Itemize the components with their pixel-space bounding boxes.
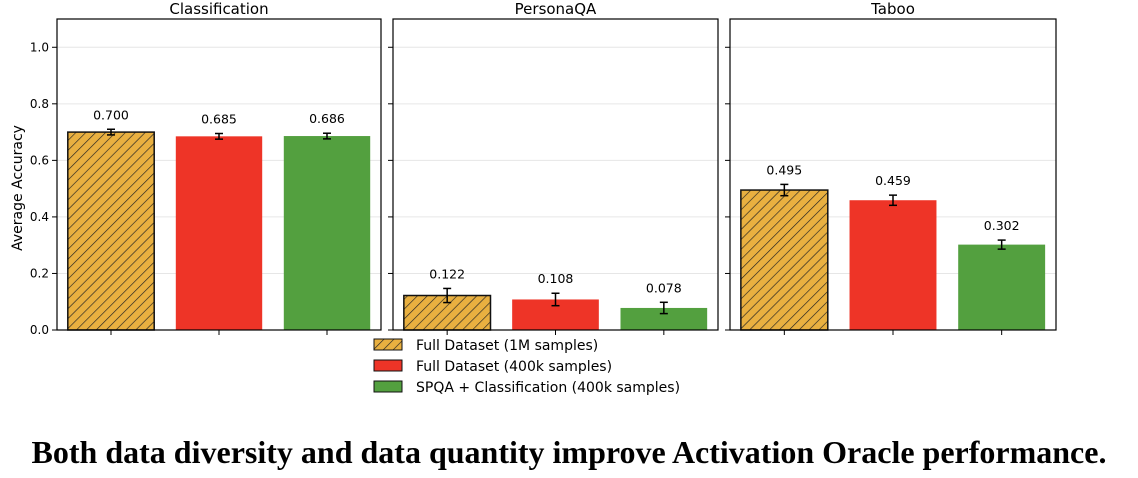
data-label: 0.078 xyxy=(646,280,682,295)
y-tick-label: 0.4 xyxy=(30,210,49,224)
panel-title: Classification xyxy=(169,0,268,18)
error-bar xyxy=(323,132,331,140)
data-label: 0.459 xyxy=(875,173,911,188)
bar xyxy=(740,189,829,331)
error-bar xyxy=(889,194,897,207)
panel-frame xyxy=(56,18,382,331)
panel-frame xyxy=(729,18,1057,331)
y-tick-label: 0.8 xyxy=(30,97,49,111)
bar xyxy=(958,244,1046,330)
error-bar xyxy=(551,292,560,307)
legend-label: SPQA + Classification (400k samples) xyxy=(416,380,680,396)
data-label: 0.108 xyxy=(538,271,574,286)
bar xyxy=(283,136,371,330)
error-bar xyxy=(780,183,789,197)
legend: Full Dataset (1M samples) Full Dataset (4… xyxy=(373,338,680,396)
panel-title: Taboo xyxy=(870,0,915,18)
error-bar xyxy=(659,301,668,315)
error-bar xyxy=(997,239,1006,250)
y-tick-label: 0.2 xyxy=(30,266,49,280)
legend-swatch xyxy=(373,338,403,351)
y-axis-label: Average Accuracy xyxy=(10,125,26,251)
bar xyxy=(67,131,155,331)
error-bar xyxy=(443,287,452,304)
panel-1: PersonaQA 0.122 0.108 0.078 xyxy=(388,0,719,335)
data-label: 0.700 xyxy=(93,107,129,122)
bar xyxy=(620,307,708,330)
bar xyxy=(403,294,492,331)
y-tick-label: 0.0 xyxy=(30,323,49,337)
y-tick-label: 0.6 xyxy=(30,153,49,167)
data-label: 0.302 xyxy=(984,218,1020,233)
legend-item: Full Dataset (1M samples) xyxy=(373,338,598,354)
legend-swatch xyxy=(373,380,403,393)
legend-item: Full Dataset (400k samples) xyxy=(373,359,612,375)
legend-swatch xyxy=(373,359,403,372)
bar xyxy=(849,200,937,330)
panel-title: PersonaQA xyxy=(515,0,597,18)
bar xyxy=(175,136,263,330)
data-label: 0.122 xyxy=(429,266,465,281)
data-label: 0.686 xyxy=(309,111,345,126)
data-label: 0.685 xyxy=(201,112,237,127)
data-label: 0.495 xyxy=(766,162,802,177)
panel-2: Taboo 0.495 0.459 0.302 xyxy=(725,0,1057,335)
legend-label: Full Dataset (1M samples) xyxy=(416,338,598,354)
legend-item: SPQA + Classification (400k samples) xyxy=(373,380,680,396)
legend-label: Full Dataset (400k samples) xyxy=(416,359,612,375)
panel-frame xyxy=(392,18,719,331)
error-bar xyxy=(215,132,223,140)
figure-caption: Both data diversity and data quantity im… xyxy=(31,434,1107,470)
y-tick-label: 1.0 xyxy=(30,40,49,54)
panel-0: 0.0 0.2 0.4 0.6 0.8 1.0 Classification 0.700 0.6… xyxy=(30,0,382,337)
error-bar xyxy=(107,128,115,136)
